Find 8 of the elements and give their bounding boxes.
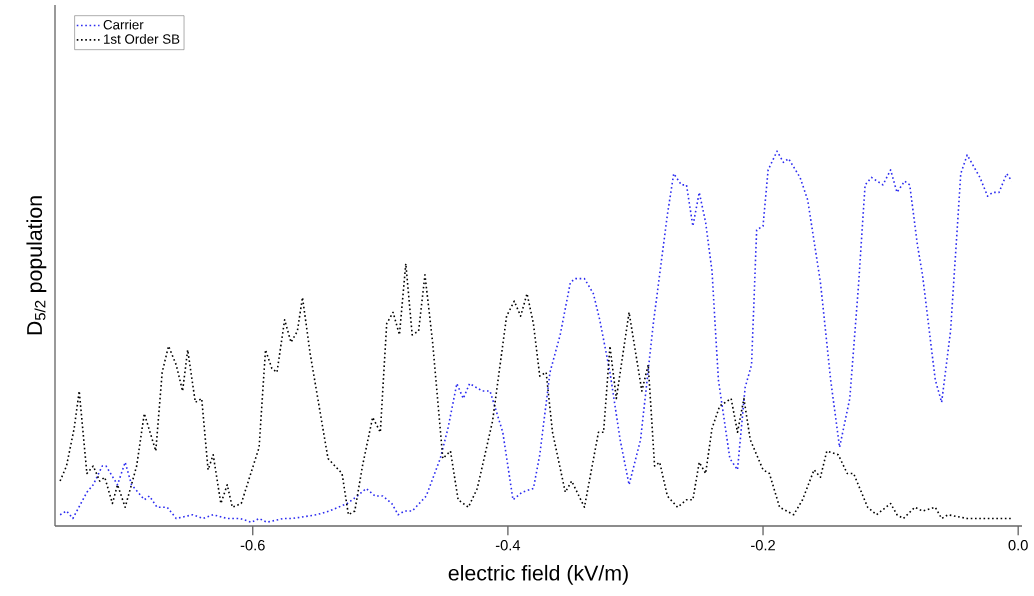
x-axis-title: electric field (kV/m) [448, 564, 628, 585]
x-tick-label: -0.4 [495, 540, 521, 551]
legend-label: Carrier [103, 19, 144, 30]
y-axis-title: D$_{5/2}$ population [26, 196, 47, 335]
x-tick-label: -0.6 [240, 540, 265, 551]
x-tick-label: -0.2 [751, 540, 775, 551]
legend-label: 1st Order SB [104, 34, 180, 44]
x-tick-label: 0.0 [1008, 540, 1028, 551]
